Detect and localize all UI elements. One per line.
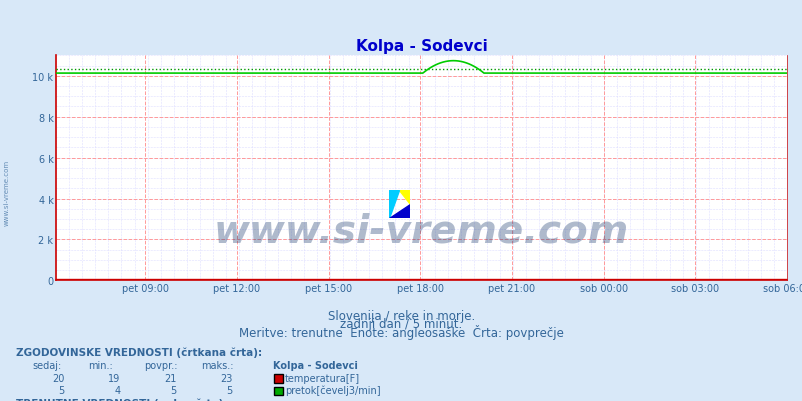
Text: 21: 21 bbox=[164, 373, 176, 383]
Title: Kolpa - Sodevci: Kolpa - Sodevci bbox=[355, 38, 487, 54]
Polygon shape bbox=[389, 205, 409, 219]
Polygon shape bbox=[389, 190, 399, 219]
Text: 5: 5 bbox=[58, 385, 64, 395]
Polygon shape bbox=[399, 190, 409, 205]
Text: 5: 5 bbox=[226, 385, 233, 395]
Text: www.si-vreme.com: www.si-vreme.com bbox=[3, 160, 10, 225]
Text: temperatura[F]: temperatura[F] bbox=[285, 373, 360, 383]
Text: 23: 23 bbox=[221, 373, 233, 383]
Text: povpr.:: povpr.: bbox=[144, 360, 178, 370]
Text: ZGODOVINSKE VREDNOSTI (črtkana črta):: ZGODOVINSKE VREDNOSTI (črtkana črta): bbox=[16, 346, 262, 357]
Text: Kolpa - Sodevci: Kolpa - Sodevci bbox=[273, 360, 358, 370]
Text: min.:: min.: bbox=[88, 360, 113, 370]
Text: TRENUTNE VREDNOSTI (polna črta):: TRENUTNE VREDNOSTI (polna črta): bbox=[16, 398, 227, 401]
Text: sedaj:: sedaj: bbox=[32, 360, 61, 370]
Text: 20: 20 bbox=[52, 373, 64, 383]
Text: www.si-vreme.com: www.si-vreme.com bbox=[213, 213, 629, 250]
Text: maks.:: maks.: bbox=[200, 360, 233, 370]
Text: pretok[čevelj3/min]: pretok[čevelj3/min] bbox=[285, 385, 380, 395]
Text: 4: 4 bbox=[114, 385, 120, 395]
Text: 5: 5 bbox=[170, 385, 176, 395]
Text: Meritve: trenutne  Enote: angleosaške  Črta: povprečje: Meritve: trenutne Enote: angleosaške Črt… bbox=[239, 324, 563, 339]
Text: zadnji dan / 5 minut.: zadnji dan / 5 minut. bbox=[340, 318, 462, 330]
Text: 19: 19 bbox=[108, 373, 120, 383]
Text: Slovenija / reke in morje.: Slovenija / reke in morje. bbox=[327, 309, 475, 322]
